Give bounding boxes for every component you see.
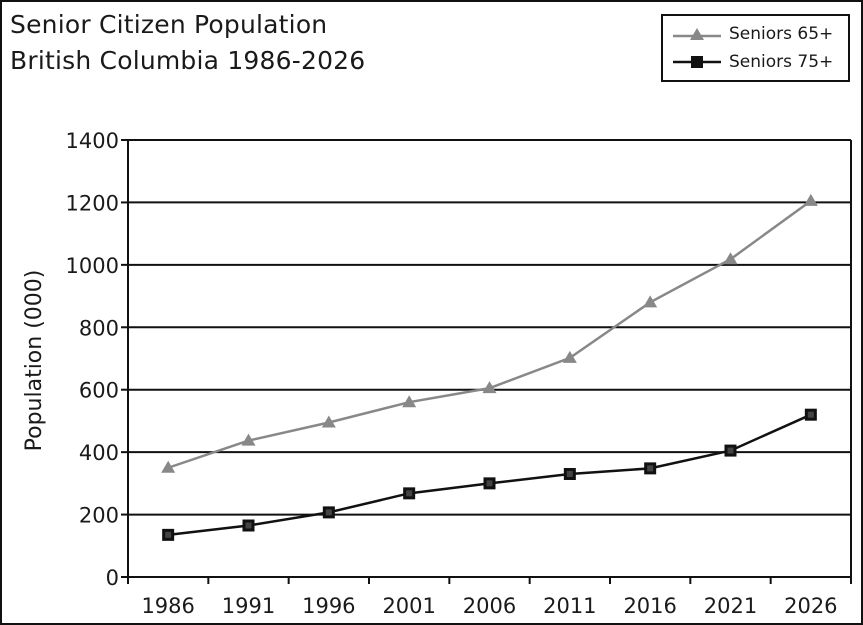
chart-title-line-1: Senior Citizen Population [10,10,328,39]
data-point-triangle [562,350,577,363]
x-tick-label: 2011 [543,594,596,618]
x-tick-label: 2001 [382,594,435,618]
series-line-2 [168,413,812,537]
x-tick-label: 2021 [704,594,757,618]
legend-label-series-2: Seniors 75+ [729,52,834,72]
chart-title-line-2: British Columbia 1986-2026 [10,46,366,75]
x-tick-label: 2006 [463,594,516,618]
y-tick-label: 200 [79,504,119,528]
y-tick-label: 1000 [66,254,119,278]
data-point-square-inner [165,531,172,538]
data-point-square-inner [486,480,493,487]
legend-marker-square-icon [673,56,721,68]
x-tick-label: 2016 [623,594,676,618]
data-point-triangle [241,433,256,446]
data-point-triangle [803,193,818,206]
legend-label-series-1: Seniors 65+ [729,24,834,44]
y-tick-label: 800 [79,316,119,340]
legend: Seniors 65+ Seniors 75+ [661,14,850,82]
x-tick-label: 1996 [302,594,355,618]
data-point-triangle [402,395,417,408]
legend-item-series-2: Seniors 75+ [671,48,833,76]
data-point-square-inner [325,509,332,516]
x-tick-label: 1991 [222,594,275,618]
data-point-triangle [161,460,176,473]
legend-marker-triangle-icon [673,28,721,40]
data-point-square-inner [406,490,413,497]
y-axis-label: Population (000) [22,270,47,452]
data-point-square-inner [566,470,573,477]
y-tick-label: 1400 [66,129,119,153]
y-tick-label: 1200 [66,191,119,215]
legend-item-series-1: Seniors 65+ [671,20,833,48]
data-point-square-inner [807,411,814,418]
y-tick-label: 0 [106,566,119,590]
data-point-square-inner [727,447,734,454]
x-tick-label: 1986 [141,594,194,618]
y-tick-label: 600 [79,379,119,403]
data-point-square-inner [647,465,654,472]
x-tick-label: 2026 [784,594,837,618]
series-line-1 [167,199,812,469]
y-tick-label: 400 [79,441,119,465]
data-point-triangle [723,252,738,265]
data-point-triangle [482,381,497,394]
data-point-triangle [321,415,336,428]
data-point-triangle [643,295,658,308]
data-point-square-inner [245,522,252,529]
